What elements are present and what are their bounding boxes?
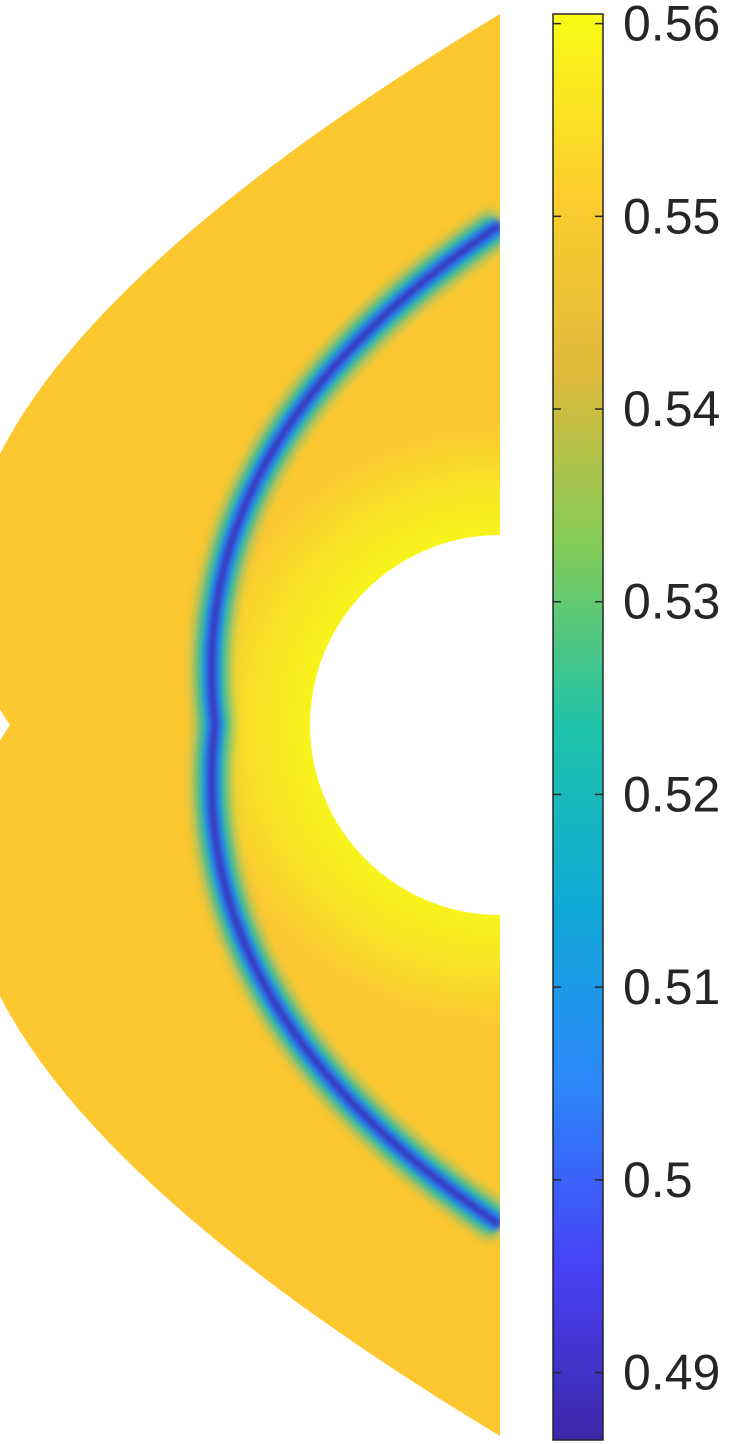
colorbar-ticks: 0.49 0.5 0.51 0.52 0.53 0.54 0.55 0.56: [553, 0, 720, 1401]
colorbar-tick-label: 0.51: [623, 959, 720, 1015]
shock-band-core: [208, 222, 501, 1228]
colorbar-tick-label: 0.5: [623, 1152, 693, 1208]
colorbar: 0.49 0.5 0.51 0.52 0.53 0.54 0.55 0.56: [552, 0, 720, 1441]
colorbar-tick-label: 0.55: [623, 188, 720, 244]
colorbar-gradient: [552, 13, 604, 1441]
body-hole: [310, 535, 501, 915]
colorbar-tick-label: 0.49: [623, 1345, 720, 1401]
colorbar-tick-label: 0.56: [623, 0, 720, 52]
colorbar-tick-label: 0.53: [623, 574, 720, 630]
colorbar-tick-label: 0.52: [623, 766, 720, 822]
colorbar-tick-label: 0.54: [623, 381, 720, 437]
